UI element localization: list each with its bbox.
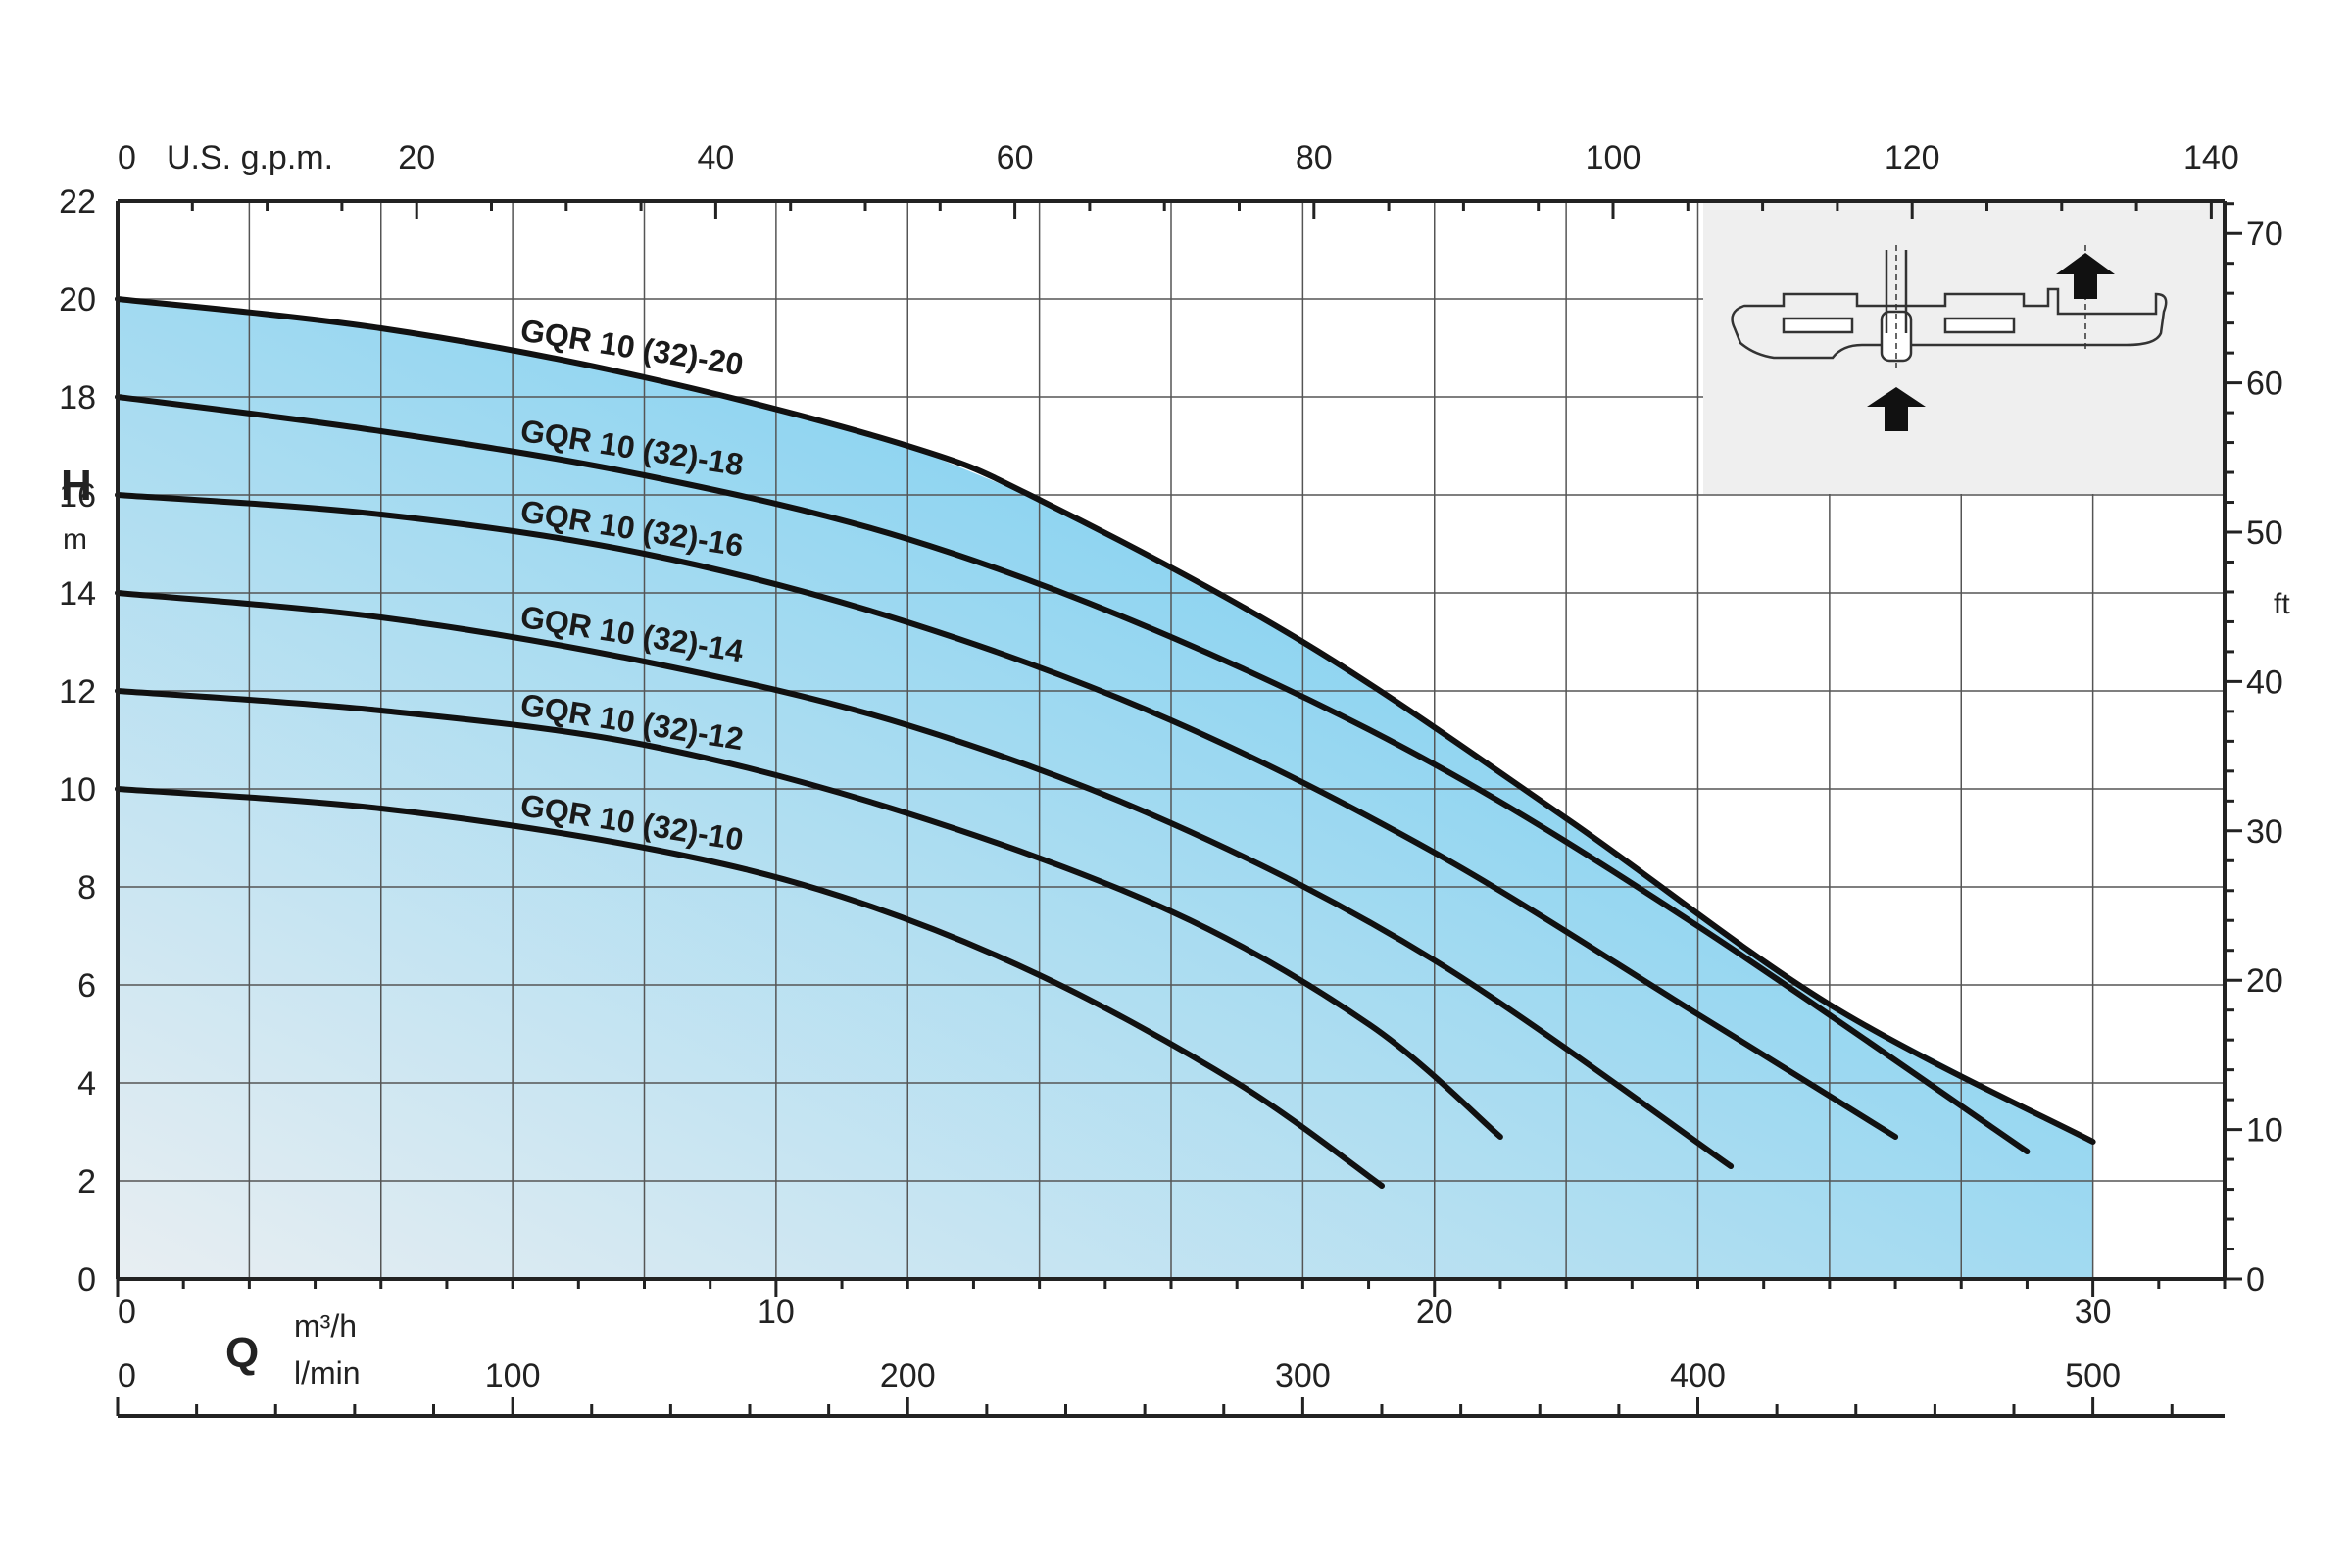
y-tick-label: 2: [77, 1163, 96, 1200]
x-tick-label-lmin: 100: [485, 1357, 541, 1395]
y-tick-label: 0: [77, 1261, 96, 1298]
y2-tick-label: 40: [2246, 663, 2283, 701]
y-axis-unit: m: [63, 523, 87, 556]
x-tick-label-lmin: 200: [880, 1357, 936, 1395]
x-tick-label-gpm: 100: [1586, 139, 1642, 176]
y-tick-label: 18: [59, 379, 96, 416]
x-tick-label-m3h: 10: [758, 1294, 795, 1331]
x-tick-label-m3h: 0: [118, 1294, 136, 1331]
y2-tick-label: 30: [2246, 813, 2283, 851]
y-tick-label: 22: [59, 183, 96, 220]
y-tick-label: 10: [59, 771, 96, 808]
x-tick-label-gpm: 20: [398, 139, 435, 176]
y2-axis-unit: ft: [2274, 588, 2290, 620]
pump-schematic-inset: [1703, 203, 2223, 494]
y2-tick-label: 70: [2246, 216, 2283, 253]
x-axis-title: Q: [225, 1329, 259, 1377]
curve-gqr-10-32-10: [115, 786, 1385, 1189]
axis-titles: H m ft Q m³/h l/min U.S. g.p.m.: [61, 139, 2290, 1391]
curve-gqr-10-32-16: [115, 492, 1899, 1140]
tick-labels: 0 2 4 6 8 10 12 14 16 18 20 22 0 10 20 30 40 50 60 70 0 10 20 3…: [59, 139, 2283, 1395]
x-tick-label-gpm: 0: [118, 139, 136, 176]
y-tick-label: 14: [59, 575, 96, 612]
y-axis-title: H: [61, 462, 92, 510]
y2-tick-label: 50: [2246, 514, 2283, 552]
y-tick-label: 6: [77, 967, 96, 1004]
y-tick-label: 4: [77, 1065, 96, 1102]
y-tick-label: 8: [77, 869, 96, 906]
curve-gqr-10-32-14: [115, 590, 1735, 1169]
x-tick-label-gpm: 80: [1296, 139, 1333, 176]
x-tick-label-gpm: 60: [997, 139, 1034, 176]
y2-tick-label: 0: [2246, 1261, 2265, 1298]
x-tick-label-lmin: 400: [1670, 1357, 1726, 1395]
curve-gqr-10-32-20: [115, 296, 2096, 1145]
performance-curves: [115, 296, 2096, 1189]
y2-tick-label: 60: [2246, 366, 2283, 403]
y-tick-label: 16: [59, 477, 96, 514]
curve-gqr-10-32-12: [115, 688, 1503, 1140]
outflow-arrow-icon: [2056, 253, 2115, 299]
axis-lines: [116, 199, 2242, 1418]
x-tick-label-gpm: 120: [1885, 139, 1940, 176]
y-tick-label: 12: [59, 673, 96, 710]
curve-gqr-10-32-18: [115, 394, 2031, 1154]
x-axis-unit-gpm: U.S. g.p.m.: [167, 139, 333, 176]
y-tick-label: 20: [59, 281, 96, 318]
x-tick-label-gpm: 40: [697, 139, 734, 176]
y2-tick-label: 20: [2246, 962, 2283, 1000]
x-tick-label-m3h: 30: [2075, 1294, 2112, 1331]
x-axis-unit-m3h: m³/h: [294, 1308, 357, 1344]
x-axis-unit-lmin: l/min: [294, 1355, 361, 1391]
y2-tick-label: 10: [2246, 1112, 2283, 1150]
x-tick-label-lmin: 500: [2065, 1357, 2121, 1395]
x-tick-label-lmin: 300: [1275, 1357, 1331, 1395]
x-tick-label-lmin: 0: [118, 1357, 136, 1395]
inflow-arrow-icon: [1867, 387, 1926, 431]
x-tick-label-m3h: 20: [1416, 1294, 1453, 1331]
x-tick-label-gpm: 140: [2183, 139, 2239, 176]
